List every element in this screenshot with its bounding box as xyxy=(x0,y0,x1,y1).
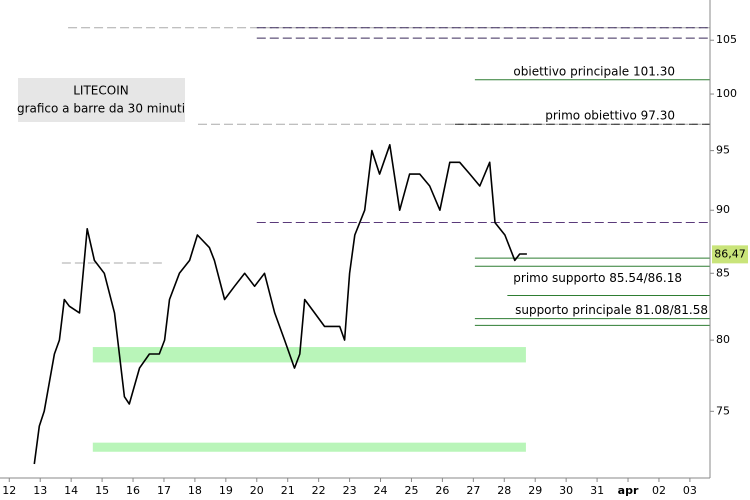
x-tick-label: 03 xyxy=(683,484,697,497)
x-tick-label: 14 xyxy=(64,484,78,497)
y-tick-label: 105 xyxy=(716,33,737,46)
y-tick-label: 90 xyxy=(716,203,730,216)
level-label: obiettivo principale 101.30 xyxy=(513,64,675,78)
x-tick-label: 28 xyxy=(497,484,511,497)
x-tick-label: 12 xyxy=(2,484,16,497)
chart-subtitle: grafico a barre da 30 minuti xyxy=(17,102,185,116)
y-tick-label: 75 xyxy=(716,404,730,417)
x-tick-label: 19 xyxy=(219,484,233,497)
x-tick-label: 26 xyxy=(435,484,449,497)
x-tick-label: 30 xyxy=(559,484,573,497)
price-line xyxy=(33,144,527,465)
x-tick-label: 25 xyxy=(404,484,418,497)
x-tick-label: 21 xyxy=(281,484,295,497)
x-tick-label: 24 xyxy=(374,484,388,497)
support-band xyxy=(92,347,526,363)
x-tick-label: 29 xyxy=(528,484,542,497)
x-tick-label: 13 xyxy=(33,484,47,497)
level-label: primo obiettivo 97.30 xyxy=(545,109,675,123)
y-tick-label: 100 xyxy=(716,87,737,100)
y-tick-label: 80 xyxy=(716,333,730,346)
last-price-label: 86,47 xyxy=(714,247,746,260)
x-tick-label: 17 xyxy=(157,484,171,497)
title-box xyxy=(18,78,185,122)
y-tick-label: 85 xyxy=(716,266,730,279)
level-label: primo supporto 85.54/86.18 xyxy=(513,271,682,285)
x-tick-label: 15 xyxy=(95,484,109,497)
x-tick-label: 27 xyxy=(466,484,480,497)
x-tick-label: 02 xyxy=(652,484,666,497)
x-tick-label: 20 xyxy=(250,484,264,497)
x-tick-label: apr xyxy=(618,484,639,497)
x-tick-label: 22 xyxy=(312,484,326,497)
level-label: supporto principale 81.08/81.58 xyxy=(515,303,708,317)
y-tick-label: 95 xyxy=(716,144,730,157)
last-price-tag xyxy=(712,245,748,264)
x-axis-panel xyxy=(0,478,710,500)
x-tick-label: 16 xyxy=(126,484,140,497)
x-tick-label: 18 xyxy=(188,484,202,497)
chart-title: LITECOIN xyxy=(73,84,128,98)
support-band xyxy=(92,442,526,452)
x-tick-label: 31 xyxy=(590,484,604,497)
x-tick-label: 23 xyxy=(343,484,357,497)
